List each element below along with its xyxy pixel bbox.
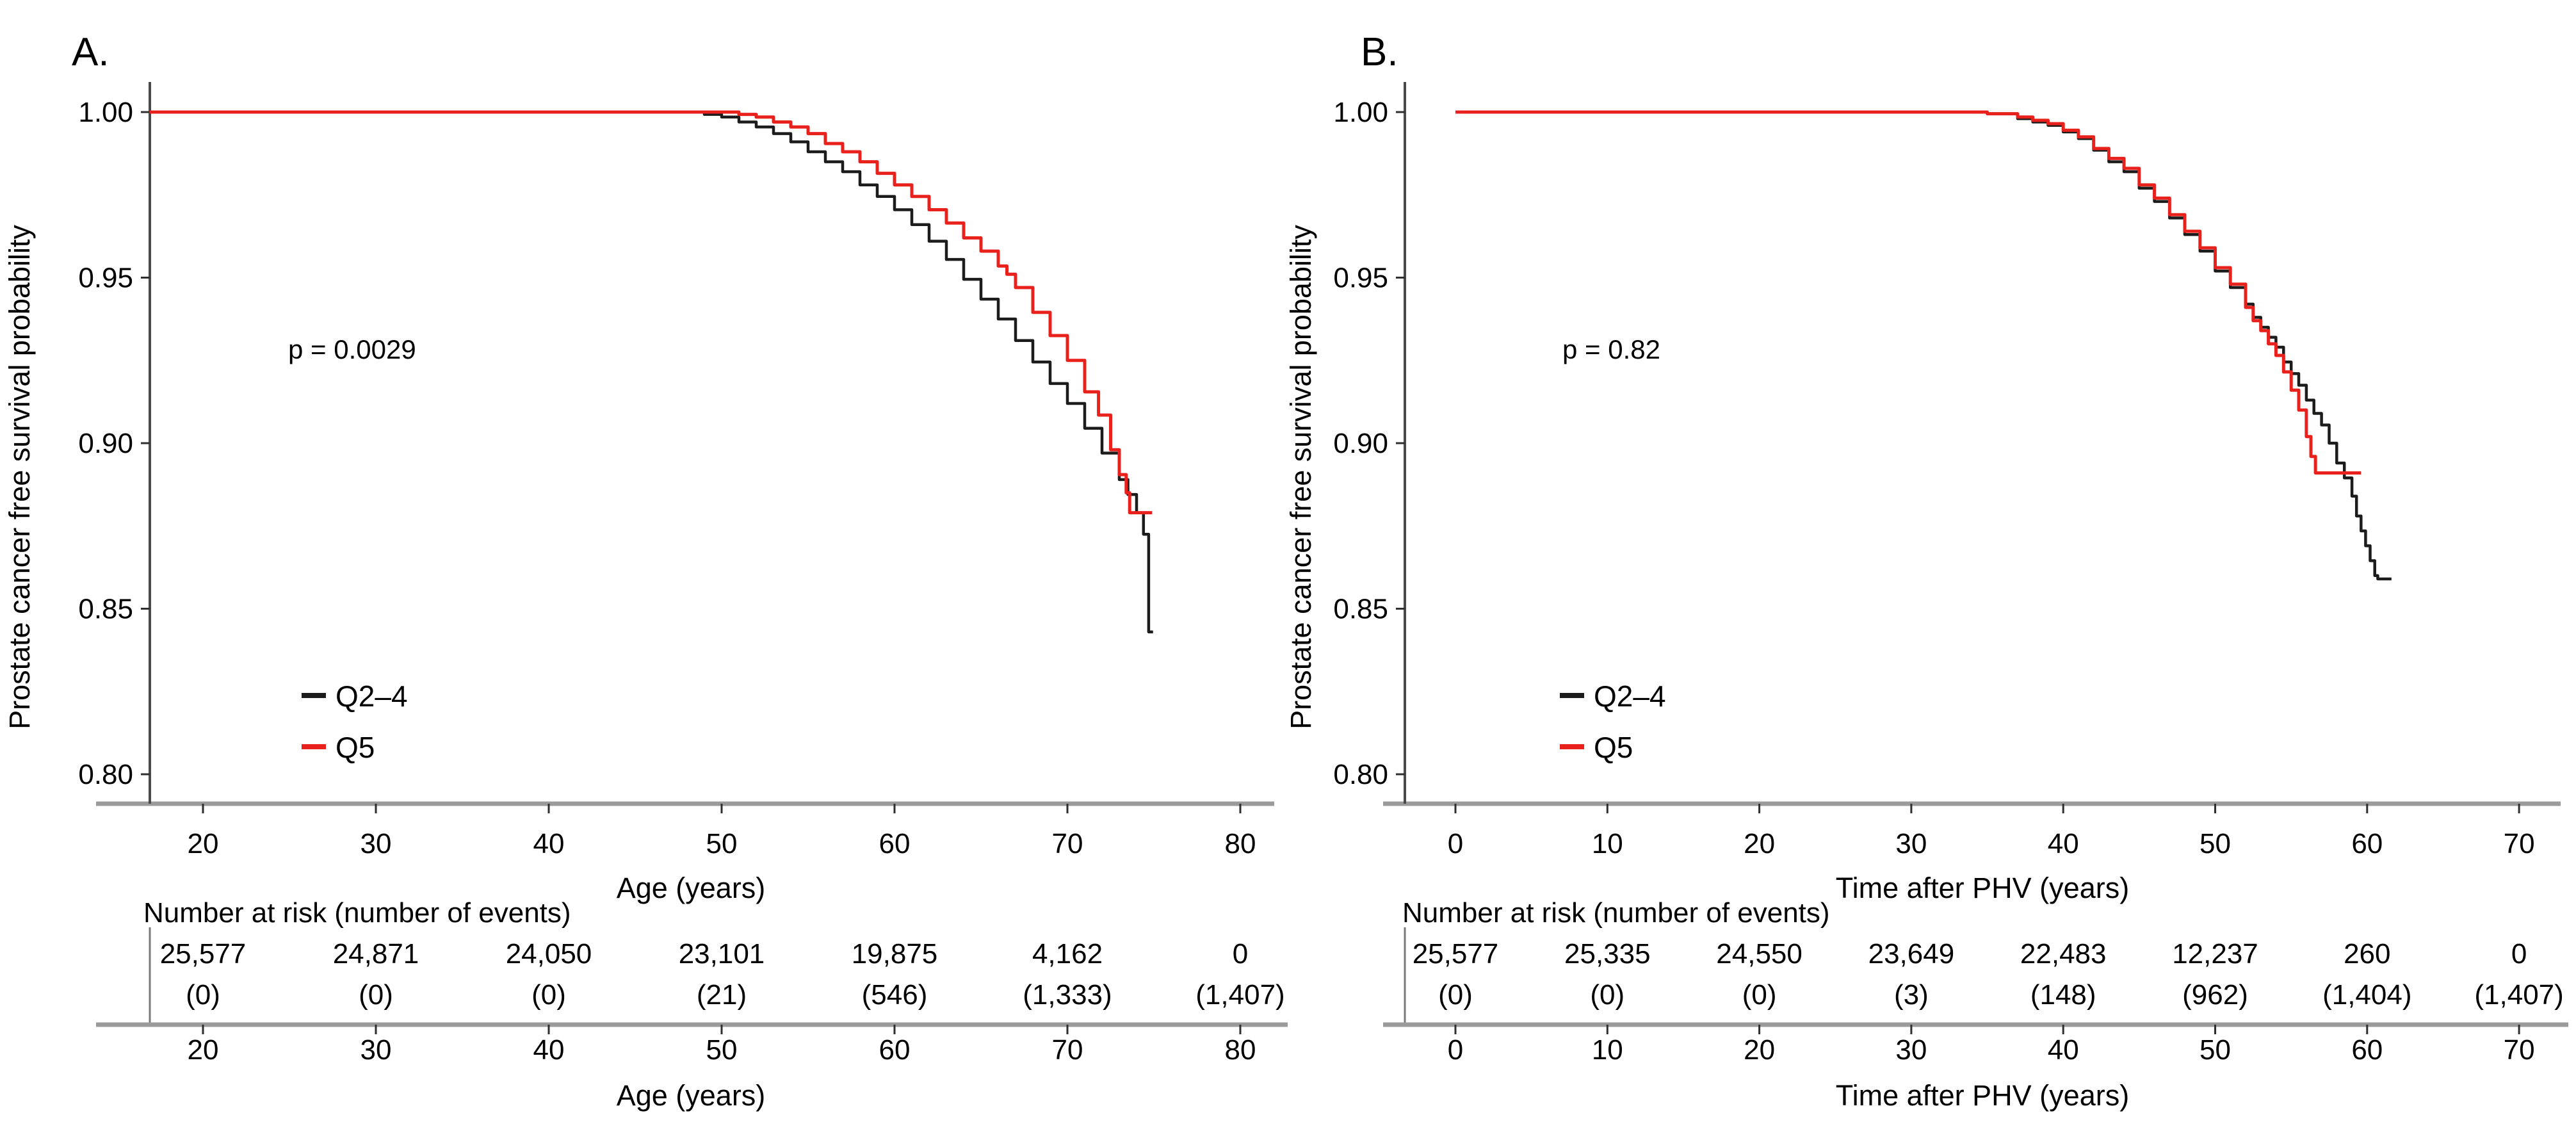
x-tick-label: 50 xyxy=(2199,828,2231,859)
risk-count: 22,483 xyxy=(2020,938,2107,970)
risk-table-header: Number at risk (number of events) xyxy=(1402,897,1830,929)
x-tick-label: 60 xyxy=(2351,828,2383,859)
survival-curve-q5 xyxy=(1455,110,2361,475)
x-axis-title: Age (years) xyxy=(617,872,766,904)
risk-count: 12,237 xyxy=(2172,938,2258,970)
y-tick-label: 1.00 xyxy=(78,97,133,128)
risk-count: 0 xyxy=(1233,938,1248,970)
risk-events: (546) xyxy=(862,979,928,1011)
risk-events: (3) xyxy=(1894,979,1929,1011)
risk-events: (962) xyxy=(2182,979,2248,1011)
y-tick-label: 0.90 xyxy=(78,428,133,459)
risk-count: 24,871 xyxy=(333,938,419,970)
panel-a-label: A. xyxy=(72,30,109,74)
y-axis-title: Prostate cancer free survival probabilit… xyxy=(1288,225,1317,729)
panel-a: A. Prostate cancer free survival probabi… xyxy=(3,30,1288,1112)
risk-count: 260 xyxy=(2344,938,2390,970)
risk-axis-tick-label: 0 xyxy=(1448,1034,1463,1066)
legend: Q2–4 Q5 xyxy=(1560,679,1666,764)
risk-count: 19,875 xyxy=(852,938,938,970)
x-tick-label: 20 xyxy=(188,828,219,859)
legend-label-q5: Q5 xyxy=(336,731,375,764)
risk-axis-tick-label: 20 xyxy=(188,1034,219,1066)
x-tick-label: 50 xyxy=(706,828,738,859)
x-tick-label: 80 xyxy=(1225,828,1256,859)
risk-table-header: Number at risk (number of events) xyxy=(143,897,571,929)
risk-events: (148) xyxy=(2030,979,2096,1011)
x-tick-label: 70 xyxy=(1052,828,1083,859)
risk-count: 0 xyxy=(2511,938,2527,970)
risk-events: (1,407) xyxy=(2474,979,2563,1011)
panel-b: B. Prostate cancer free survival probabi… xyxy=(1288,30,2568,1112)
x-tick-label: 40 xyxy=(2048,828,2079,859)
p-value: p = 0.82 xyxy=(1562,334,1660,364)
risk-axis-tick-label: 50 xyxy=(706,1034,738,1066)
y-axis-title: Prostate cancer free survival probabilit… xyxy=(3,225,36,729)
risk-count: 4,162 xyxy=(1032,938,1103,970)
p-value: p = 0.0029 xyxy=(288,334,416,364)
risk-count: 23,101 xyxy=(679,938,765,970)
risk-events: (1,333) xyxy=(1023,979,1112,1011)
y-tick-label: 0.90 xyxy=(1333,428,1388,459)
risk-count: 24,050 xyxy=(506,938,592,970)
risk-axis-tick-label: 30 xyxy=(1895,1034,1927,1066)
x-tick-label: 70 xyxy=(2504,828,2535,859)
risk-axis-tick-label: 40 xyxy=(533,1034,565,1066)
y-tick-label: 1.00 xyxy=(1333,97,1388,128)
y-tick-label: 0.80 xyxy=(1333,759,1388,790)
risk-count: 25,577 xyxy=(1413,938,1499,970)
risk-events: (0) xyxy=(1742,979,1777,1011)
risk-axis-tick-label: 70 xyxy=(2504,1034,2535,1066)
risk-x-axis-title: Time after PHV (years) xyxy=(1836,1079,2129,1112)
x-tick-label: 0 xyxy=(1448,828,1463,859)
risk-count: 25,577 xyxy=(160,938,247,970)
risk-axis-tick-label: 30 xyxy=(360,1034,392,1066)
risk-events: (0) xyxy=(186,979,220,1011)
risk-axis-tick-label: 60 xyxy=(879,1034,911,1066)
risk-axis-tick-label: 10 xyxy=(1592,1034,1623,1066)
risk-events: (0) xyxy=(531,979,566,1011)
y-tick-label: 0.85 xyxy=(78,594,133,625)
legend-label-q5: Q5 xyxy=(1594,731,1633,764)
risk-axis-tick-label: 20 xyxy=(1744,1034,1775,1066)
risk-events: (21) xyxy=(697,979,747,1011)
risk-axis-tick-label: 80 xyxy=(1225,1034,1256,1066)
risk-events: (1,404) xyxy=(2322,979,2411,1011)
y-tick-label: 0.80 xyxy=(78,759,133,790)
panel-b-label: B. xyxy=(1361,30,1398,74)
y-tick-label: 0.95 xyxy=(78,263,133,294)
risk-count: 23,649 xyxy=(1868,938,1955,970)
x-tick-label: 30 xyxy=(1895,828,1927,859)
x-tick-label: 30 xyxy=(360,828,392,859)
risk-events: (0) xyxy=(359,979,393,1011)
x-tick-label: 40 xyxy=(533,828,565,859)
risk-axis-tick-label: 40 xyxy=(2048,1034,2079,1066)
legend-label-q2-4: Q2–4 xyxy=(1594,679,1666,713)
legend: Q2–4 Q5 xyxy=(302,679,408,764)
x-tick-label: 10 xyxy=(1592,828,1623,859)
x-tick-label: 20 xyxy=(1744,828,1775,859)
risk-count: 24,550 xyxy=(1716,938,1802,970)
risk-axis-tick-label: 50 xyxy=(2199,1034,2231,1066)
x-tick-label: 60 xyxy=(879,828,911,859)
risk-events: (0) xyxy=(1590,979,1624,1011)
legend-label-q2-4: Q2–4 xyxy=(336,679,408,713)
x-axis-title: Time after PHV (years) xyxy=(1836,872,2129,904)
y-tick-label: 0.85 xyxy=(1333,594,1388,625)
y-tick-label: 0.95 xyxy=(1333,263,1388,294)
risk-x-axis-title: Age (years) xyxy=(617,1079,766,1112)
survival-curve-q2-4 xyxy=(149,110,1153,633)
survival-curve-q5 xyxy=(149,110,1153,515)
risk-events: (0) xyxy=(1438,979,1473,1011)
risk-axis-tick-label: 70 xyxy=(1052,1034,1083,1066)
risk-count: 25,335 xyxy=(1564,938,1651,970)
risk-axis-tick-label: 60 xyxy=(2351,1034,2383,1066)
risk-events: (1,407) xyxy=(1195,979,1284,1011)
